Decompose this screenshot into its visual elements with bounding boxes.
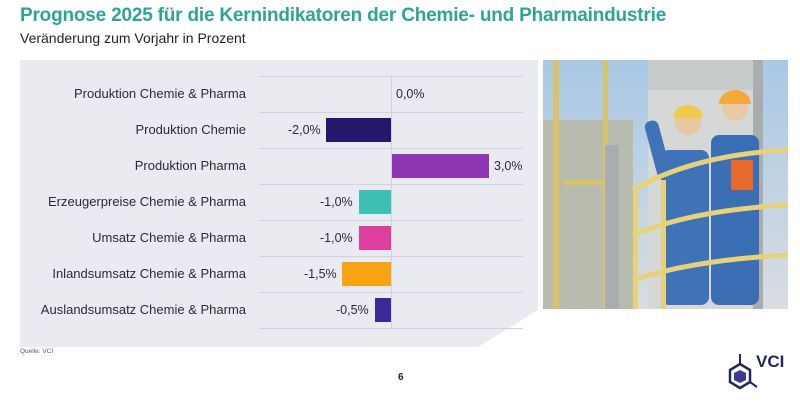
value-label: -1,0% <box>320 195 353 209</box>
bar-produktion-chemie <box>326 118 391 142</box>
bar-inlandsumsatz <box>342 262 391 286</box>
value-label: 0,0% <box>396 87 425 101</box>
value-label: -1,5% <box>304 267 337 281</box>
zero-axis-line <box>391 76 392 328</box>
page-title: Prognose 2025 für die Kernindikatoren de… <box>20 5 667 26</box>
category-label: Produktion Pharma <box>134 158 246 173</box>
category-label: Auslandsumsatz Chemie & Pharma <box>40 302 246 317</box>
gridline <box>259 328 523 329</box>
bar-erzeugerpreise <box>359 190 391 214</box>
category-label: Produktion Chemie & Pharma <box>74 86 246 101</box>
page-subtitle: Veränderung zum Vorjahr in Prozent <box>20 30 246 46</box>
industrial-workers-photo <box>543 60 788 309</box>
category-label: Erzeugerpreise Chemie & Pharma <box>48 194 246 209</box>
page-number: 6 <box>398 372 404 383</box>
vci-logo <box>728 350 798 398</box>
value-label: -1,0% <box>320 231 353 245</box>
category-label: Umsatz Chemie & Pharma <box>92 230 246 245</box>
category-label: Inlandsumsatz Chemie & Pharma <box>52 266 246 281</box>
bar-umsatz <box>359 226 391 250</box>
value-label: 3,0% <box>494 159 523 173</box>
source-note: Quelle: VCI <box>20 348 54 355</box>
value-label: -0,5% <box>336 303 369 317</box>
category-label: Produktion Chemie <box>135 122 246 137</box>
bar-produktion-pharma <box>392 154 489 178</box>
chart-panel <box>20 60 538 347</box>
bar-auslandsumsatz <box>375 298 391 322</box>
value-label: -2,0% <box>288 123 321 137</box>
logo-text: VCI <box>756 352 785 371</box>
benzene-ring-icon <box>728 354 758 390</box>
